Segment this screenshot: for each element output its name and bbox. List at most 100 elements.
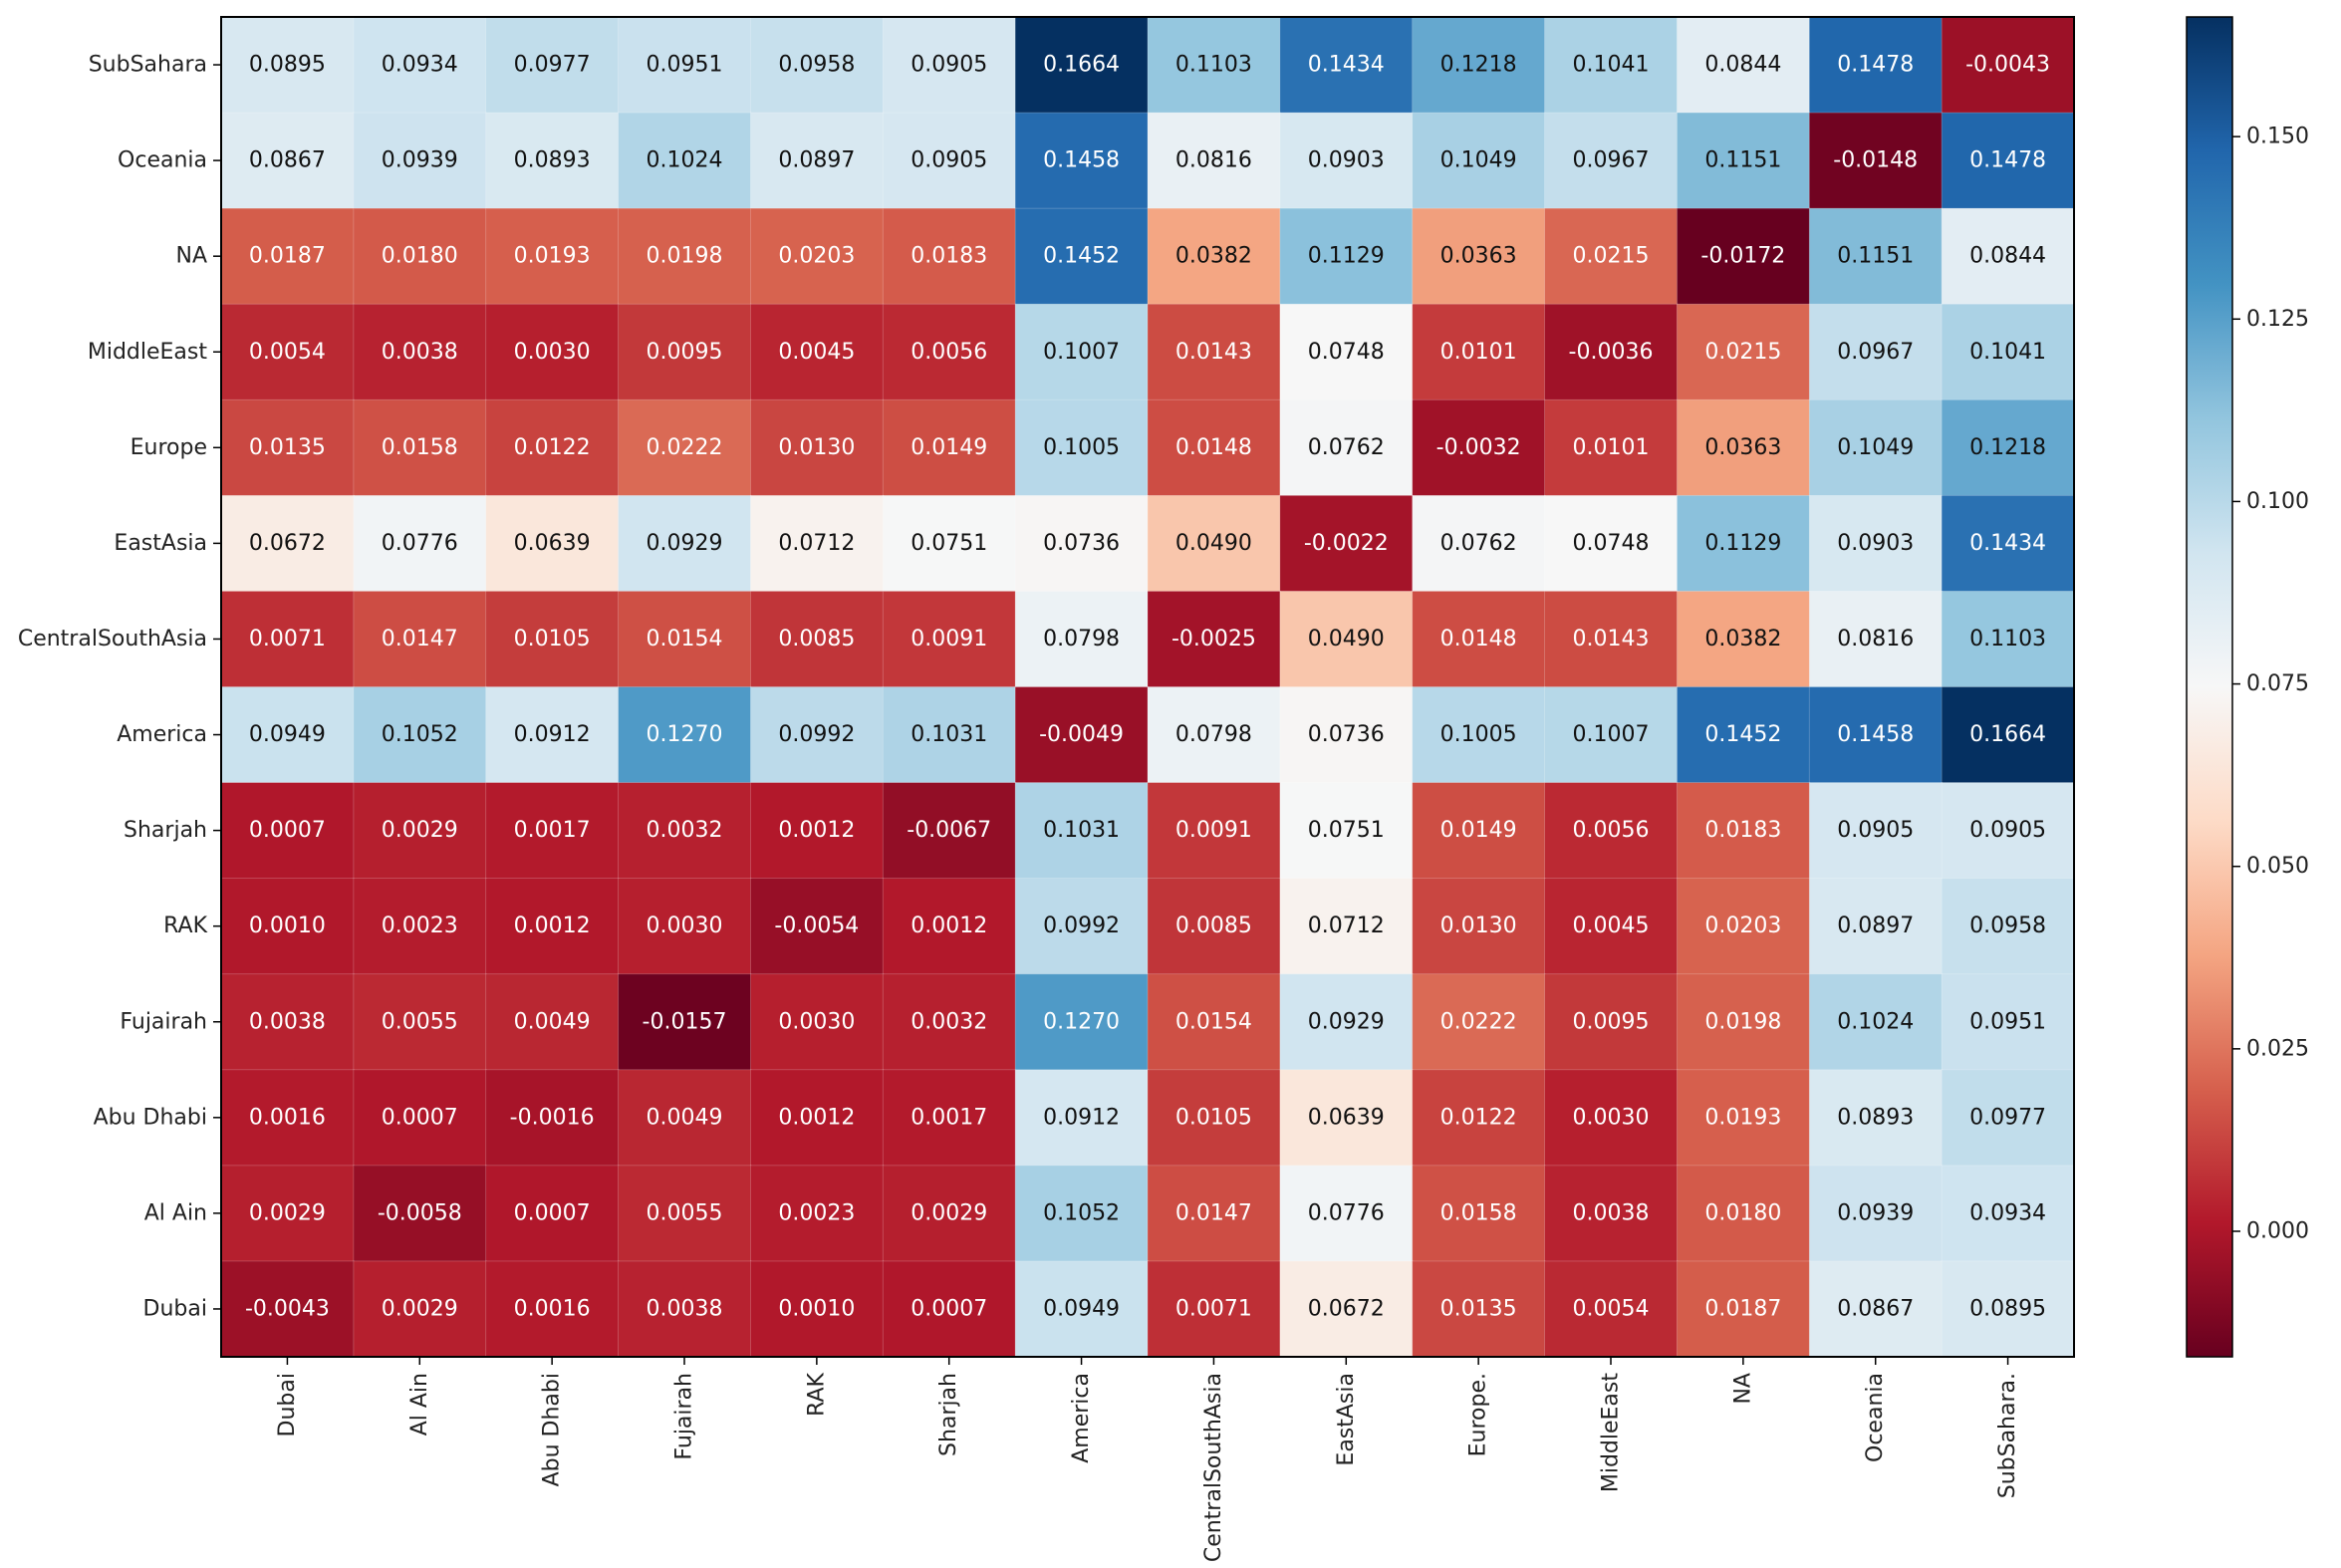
cell-value-label: 0.1270 bbox=[1043, 1009, 1120, 1034]
plot-frame bbox=[220, 16, 2075, 1358]
cell-value-label: 0.0816 bbox=[1175, 148, 1252, 173]
heatmap-cell bbox=[1147, 686, 1281, 784]
cell-value-label: -0.0067 bbox=[907, 818, 991, 843]
cell-value-label: 0.0897 bbox=[1837, 914, 1914, 938]
cell-value-label: 0.0736 bbox=[1308, 722, 1385, 747]
heatmap-value-labels: 0.0895 0.0934 0.0977 0.0951 0.0958 0.0905 0.16… bbox=[245, 53, 2050, 1322]
cell-value-label: 0.0748 bbox=[1573, 531, 1650, 556]
cell-value-label: 0.0712 bbox=[778, 531, 855, 556]
heatmap-cell bbox=[1808, 112, 1944, 210]
cell-value-label: 0.0967 bbox=[1573, 148, 1650, 173]
heatmap-cell bbox=[1808, 591, 1944, 688]
cell-value-label: 0.0149 bbox=[910, 435, 987, 460]
heatmap-cell bbox=[618, 686, 752, 784]
cell-value-label: 0.0222 bbox=[1440, 1009, 1517, 1034]
cell-value-label: 0.0951 bbox=[1969, 1009, 2046, 1034]
heatmap-cell bbox=[750, 112, 885, 210]
cell-value-label: 0.0010 bbox=[778, 1296, 855, 1321]
cell-value-label: 0.0071 bbox=[1175, 1296, 1252, 1321]
heatmap-cell bbox=[750, 973, 885, 1071]
cell-value-label: 0.0912 bbox=[514, 722, 591, 747]
cell-value-label: 0.1052 bbox=[382, 722, 458, 747]
colorbar: 0.000 0.025 0.050 0.075 0.100 0.125 0.150 bbox=[2186, 16, 2309, 1358]
cell-value-label: 0.0095 bbox=[647, 340, 723, 365]
cell-value-label: 0.1103 bbox=[1969, 627, 2046, 652]
heatmap-cell bbox=[618, 112, 752, 210]
cell-value-label: 0.0105 bbox=[514, 627, 591, 652]
cell-value-label: 0.0091 bbox=[910, 627, 987, 652]
heatmap-cell bbox=[1279, 782, 1414, 880]
heatmap-cell bbox=[882, 207, 1017, 306]
heatmap-cell bbox=[1147, 16, 1281, 115]
cell-value-label: 0.0672 bbox=[249, 531, 326, 556]
cell-value-label: 0.0049 bbox=[514, 1009, 591, 1034]
cell-value-label: 0.0158 bbox=[382, 435, 458, 460]
cell-value-label: 0.0736 bbox=[1043, 531, 1120, 556]
cell-value-label: 0.0130 bbox=[1440, 914, 1517, 938]
cell-value-label: 0.0193 bbox=[514, 244, 591, 269]
cell-value-label: 0.0054 bbox=[249, 340, 326, 365]
heatmap-cell bbox=[1677, 207, 1811, 306]
x-tick-label: EastAsia bbox=[1334, 1373, 1359, 1466]
heatmap-cell bbox=[1014, 303, 1150, 401]
cell-value-label: 0.0949 bbox=[249, 722, 326, 747]
cell-value-label: 0.0905 bbox=[1837, 818, 1914, 843]
heatmap-cell bbox=[750, 1069, 885, 1167]
y-tick-label: Al Ain bbox=[144, 1200, 207, 1225]
cell-value-label: 0.0085 bbox=[1175, 914, 1252, 938]
cell-value-label: 0.0798 bbox=[1175, 722, 1252, 747]
cell-value-label: 0.0867 bbox=[1837, 1296, 1914, 1321]
heatmap-cell bbox=[750, 398, 885, 497]
heatmap-cell bbox=[1941, 686, 2075, 784]
cell-value-label: 0.1007 bbox=[1043, 340, 1120, 365]
x-axis-ticks: Dubai Al Ain Abu Dhabi Fujairah RAK Sharjah Am… bbox=[275, 1357, 2020, 1562]
x-tick-label: Oceania bbox=[1863, 1373, 1888, 1462]
heatmap-cell bbox=[1808, 686, 1944, 784]
y-axis-ticks: SubSahara Oceania NA MiddleEast Europe EastAs… bbox=[18, 53, 221, 1321]
cell-value-label: 0.0748 bbox=[1308, 340, 1385, 365]
heatmap-cell bbox=[1808, 782, 1944, 880]
cell-value-label: 0.0030 bbox=[1573, 1105, 1650, 1130]
heatmap-cell bbox=[1279, 1260, 1414, 1359]
cell-value-label: 0.1031 bbox=[1043, 818, 1120, 843]
cell-value-label: 0.0639 bbox=[514, 531, 591, 556]
heatmap-cell bbox=[1412, 1260, 1546, 1359]
heatmap-cell bbox=[1147, 1069, 1281, 1167]
cell-value-label: 0.0762 bbox=[1308, 435, 1385, 460]
cell-value-label: 0.0215 bbox=[1573, 244, 1650, 269]
cell-value-label: 0.0903 bbox=[1837, 531, 1914, 556]
heatmap-cell bbox=[1544, 782, 1679, 880]
heatmap-cell bbox=[220, 1165, 355, 1262]
heatmap-cell bbox=[1808, 16, 1944, 115]
cell-value-label: 0.0101 bbox=[1440, 340, 1517, 365]
cell-value-label: 0.0867 bbox=[249, 148, 326, 173]
heatmap-cell bbox=[1412, 398, 1546, 497]
cell-value-label: 0.1103 bbox=[1175, 53, 1252, 78]
heatmap-cell bbox=[1544, 878, 1679, 975]
cell-value-label: 0.1664 bbox=[1969, 722, 2046, 747]
cell-value-label: 0.0203 bbox=[1704, 914, 1781, 938]
cell-value-label: 0.0382 bbox=[1704, 627, 1781, 652]
heatmap-cell bbox=[618, 1069, 752, 1167]
heatmap-cell bbox=[1677, 1260, 1811, 1359]
cell-value-label: 0.0030 bbox=[647, 914, 723, 938]
heatmap-cell bbox=[1014, 1069, 1150, 1167]
colorbar-tick-label: 0.075 bbox=[2246, 671, 2309, 696]
cell-value-label: 0.1005 bbox=[1440, 722, 1517, 747]
cell-value-label: 0.1478 bbox=[1837, 53, 1914, 78]
cell-value-label: 0.0007 bbox=[249, 818, 326, 843]
cell-value-label: 0.0154 bbox=[647, 627, 723, 652]
heatmap-cell bbox=[1544, 398, 1679, 497]
y-tick-label: CentralSouthAsia bbox=[18, 627, 207, 652]
cell-value-label: 0.1041 bbox=[1573, 53, 1650, 78]
heatmap-cell bbox=[750, 878, 885, 975]
heatmap-cell bbox=[750, 494, 885, 593]
cell-value-label: 0.0007 bbox=[910, 1296, 987, 1321]
heatmap-cell bbox=[485, 782, 620, 880]
cell-value-label: 0.0091 bbox=[1175, 818, 1252, 843]
cell-value-label: 0.0939 bbox=[1837, 1200, 1914, 1225]
heatmap-cell bbox=[1279, 973, 1414, 1071]
cell-value-label: 0.0122 bbox=[1440, 1105, 1517, 1130]
cell-value-label: 0.0639 bbox=[1308, 1105, 1385, 1130]
heatmap-cell bbox=[882, 1260, 1017, 1359]
